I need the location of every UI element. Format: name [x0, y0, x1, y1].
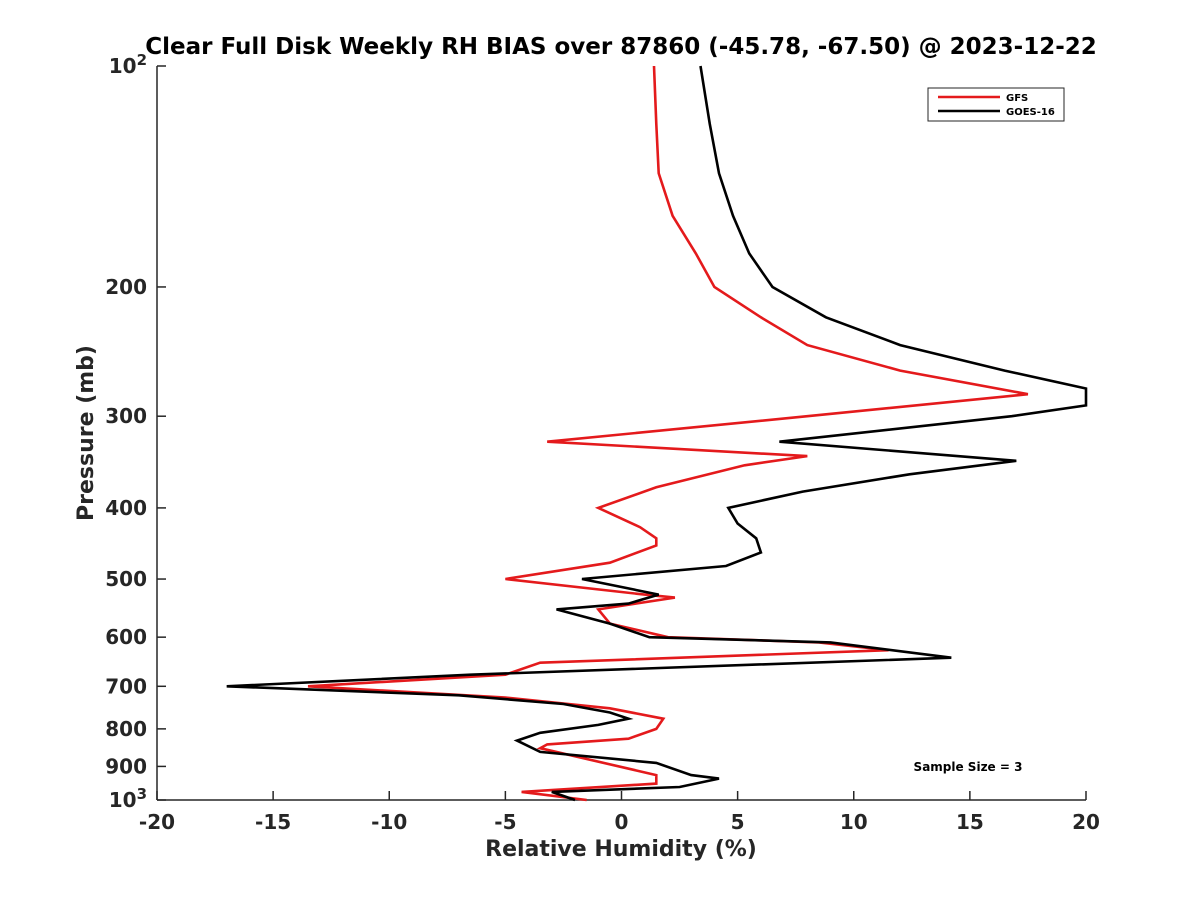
- series-line-goes-16: [226, 65, 1088, 802]
- legend: GFS GOES-16: [927, 87, 1065, 122]
- y-axis-label: Pressure (mb): [74, 345, 99, 521]
- plot-area: [157, 66, 1086, 800]
- y-tick-label: 300: [105, 404, 147, 428]
- legend-box: [927, 87, 1065, 122]
- y-tick-label-base: 10: [109, 788, 137, 812]
- y-tick-label-base: 10: [109, 54, 137, 78]
- y-tick-label-exponent: 2: [137, 51, 147, 69]
- x-tick-label: -20: [139, 810, 175, 834]
- y-tick-label: 600: [105, 625, 147, 649]
- y-tick-label-base: 500: [105, 567, 147, 591]
- y-tick-label: 900: [105, 754, 147, 778]
- series-line-gfs: [307, 65, 1029, 802]
- legend-entry: GOES-16: [1006, 107, 1055, 118]
- x-tick-label: -5: [494, 810, 516, 834]
- y-tick-label: 700: [105, 674, 147, 698]
- x-tick-label: 10: [840, 810, 868, 834]
- x-tick-label: 20: [1072, 810, 1100, 834]
- y-tick-label: 400: [105, 496, 147, 520]
- x-tick-label: -10: [371, 810, 407, 834]
- series-group: [226, 65, 1088, 802]
- x-tick-label: 5: [731, 810, 745, 834]
- y-tick-label-base: 700: [105, 674, 147, 698]
- y-tick-label-base: 200: [105, 275, 147, 299]
- y-tick-label-base: 600: [105, 625, 147, 649]
- x-tick-label: 15: [956, 810, 984, 834]
- y-tick-label: 800: [105, 717, 147, 741]
- x-axis-label: Relative Humidity (%): [485, 837, 757, 862]
- x-tick-label: 0: [615, 810, 629, 834]
- y-tick-label: 103: [109, 785, 147, 812]
- y-tick-label-base: 900: [105, 754, 147, 778]
- legend-entry: GFS: [1006, 93, 1028, 104]
- y-tick-label-base: 400: [105, 496, 147, 520]
- x-axis: -20 -15 -10 -5 0 5 10 15 20: [139, 791, 1100, 834]
- chart-title: Clear Full Disk Weekly RH BIAS over 8786…: [145, 34, 1097, 60]
- y-tick-label-base: 300: [105, 404, 147, 428]
- y-tick-label-base: 800: [105, 717, 147, 741]
- x-tick-label: -15: [255, 810, 291, 834]
- y-tick-label: 102: [109, 51, 147, 78]
- sample-size-annotation: Sample Size = 3: [914, 760, 1023, 774]
- y-tick-label: 500: [105, 567, 147, 591]
- y-tick-label: 200: [105, 275, 147, 299]
- plot-background: [157, 66, 1086, 800]
- y-tick-label-exponent: 3: [137, 785, 147, 803]
